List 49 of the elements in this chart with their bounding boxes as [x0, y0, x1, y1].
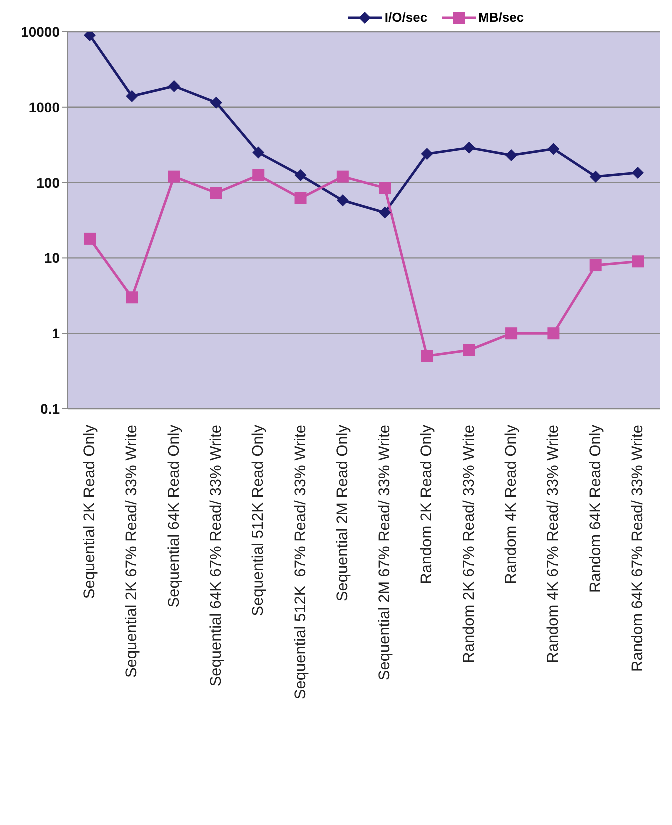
point: [548, 143, 560, 156]
x-tick-label: Sequential 64K 67% Read/ 33% Write: [208, 425, 225, 687]
point: [294, 169, 307, 182]
point: [379, 206, 392, 219]
y-tick-label: 10000: [21, 24, 60, 40]
x-tick-label: Sequential 64K Read Only: [166, 424, 183, 608]
point: [126, 292, 138, 304]
x-tick-label: Sequential 2K Read Only: [82, 424, 98, 600]
point: [210, 96, 222, 109]
point: [168, 170, 180, 183]
x-tick-label: Random 4K 67% Read/ 33% Write: [545, 425, 562, 664]
x-tick-label: Random 2K 67% Read/ 33% Write: [460, 425, 478, 664]
point: [210, 187, 222, 200]
point: [252, 146, 265, 159]
x-tick-label: Sequential 2M 67% Read/ 33% Write: [376, 425, 394, 681]
point: [336, 194, 349, 207]
point: [294, 192, 307, 204]
x-tick-label: Sequential 2M Read Only: [334, 424, 352, 602]
y-tick-label: 10: [44, 250, 60, 266]
y-tick-label: 1: [52, 326, 60, 342]
point: [590, 260, 602, 272]
point: [421, 148, 434, 160]
point: [632, 256, 644, 268]
legend-label: I/O/sec: [384, 10, 428, 25]
point: [421, 350, 434, 362]
x-tick-label: Sequential 512K 67% Read/ 33% Write: [292, 425, 310, 700]
point: [548, 328, 560, 340]
x-tick-label: Sequential 512K Read Only: [250, 424, 268, 616]
y-tick-label: 100: [36, 174, 60, 191]
legend-label: MB/sec: [478, 10, 524, 25]
point: [126, 90, 138, 102]
point: [168, 80, 180, 92]
y-tick-label: 0.1: [40, 400, 60, 417]
point: [463, 142, 476, 154]
y-tick-label: 1000: [28, 99, 60, 116]
point: [506, 328, 518, 340]
x-tick-label: Random 2K Read Only: [418, 424, 436, 584]
x-tick-label: Random 64K Read Only: [587, 424, 604, 594]
x-tick-label: Random 4K Read Only: [503, 424, 520, 584]
point: [379, 182, 392, 194]
point: [506, 150, 518, 162]
point: [590, 170, 602, 183]
point: [252, 169, 265, 182]
point: [463, 344, 476, 356]
x-tick-label: Sequential 2K 67% Read/ 33% Write: [124, 425, 141, 678]
x-tick-label: Random 64K 67% Read/ 33% Write: [630, 425, 646, 672]
point: [84, 232, 96, 245]
point: [336, 170, 349, 183]
point: [632, 166, 644, 179]
